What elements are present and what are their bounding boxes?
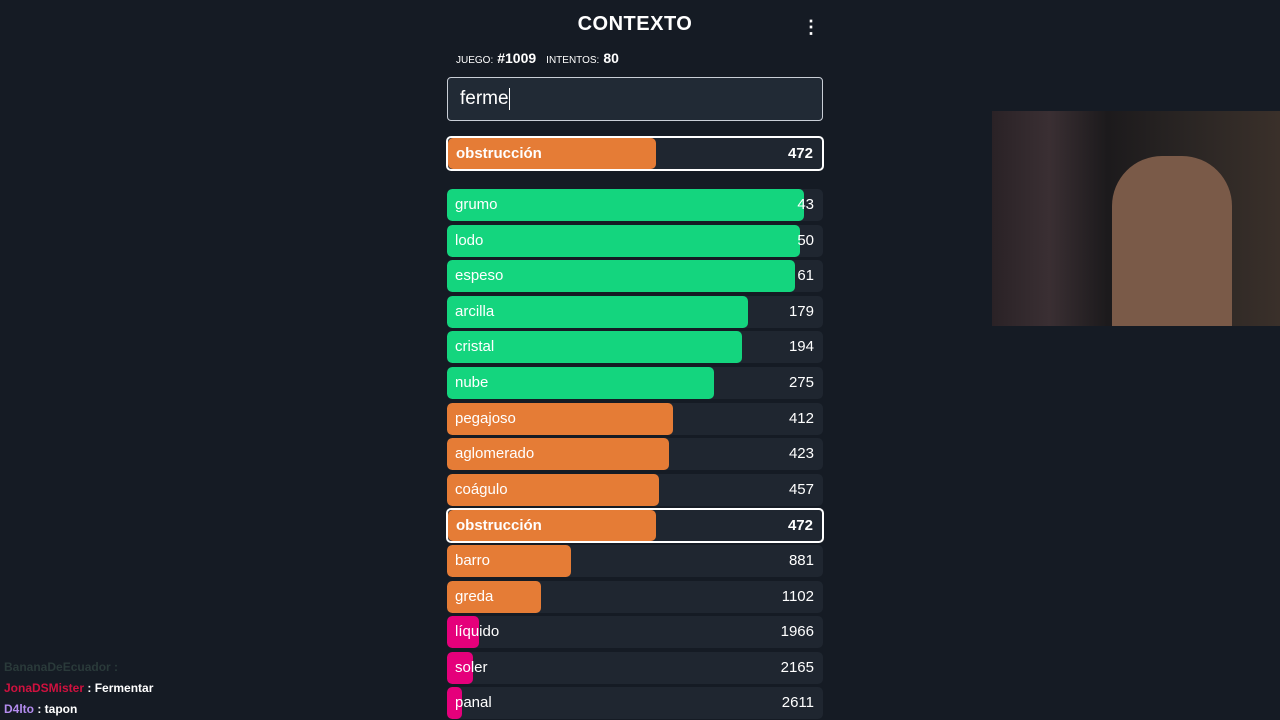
game-label: JUEGO: [456,55,494,66]
guess-row: grumo 43 [447,189,823,221]
distance-bar-fill [448,138,656,169]
guess-word: panal [455,694,492,712]
guess-distance: 50 [797,231,814,249]
guess-word: pegajoso [455,409,516,427]
guess-word: arcilla [455,302,495,320]
guess-row: pegajoso 412 [447,402,823,435]
guess-row: cristal 194 [447,331,823,364]
guess-distance: 881 [788,552,814,569]
guess-row: lodo 50 [447,224,823,257]
distance-bar-fill [447,331,743,364]
guess-row: greda 1102 [447,580,823,613]
guess-word: soler [455,658,488,676]
distance-bar-fill [447,438,669,471]
attempts-label: INTENTOS: [546,55,600,66]
guess-distance: 472 [787,516,813,534]
distance-bar-fill [447,473,660,506]
chat-text: Fermentar [94,681,154,695]
guess-word: aglomerado [455,445,535,463]
distance-bar-fill [448,509,656,541]
guess-row: arcilla 179 [447,295,823,328]
chat-separator: : [84,681,95,695]
guess-row: barro 881 [447,545,823,577]
guess-word: greda [455,587,494,605]
chat-text: tapon [44,702,78,716]
chat-username: BananaDeEcuador [4,660,111,674]
distance-bar-fill [447,616,479,649]
guess-distance: 275 [788,374,814,391]
guess-word: espeso [455,267,504,285]
webcam-overlay [992,111,1280,326]
guess-distance: 412 [788,409,814,427]
distance-bar-fill [447,545,572,577]
distance-bar-fill [447,651,474,684]
guess-input-value: ferme [460,88,509,109]
guess-distance: 1966 [780,623,814,641]
distance-bar-fill [447,260,795,293]
game-number: #1009 [497,50,537,66]
guess-row: espeso 61 [447,260,823,293]
distance-bar-fill [447,295,748,328]
guess-distance: 1102 [781,587,814,605]
game-meta: JUEGO: #1009 INTENTOS: 80 [456,50,625,66]
guess-row: líquido 1966 [447,616,823,649]
distance-bar-fill [447,224,801,257]
distance-bar-fill [447,580,541,613]
guess-distance: 179 [788,302,814,320]
guess-row: soler 2165 [447,651,823,684]
streamer-image [1112,156,1232,326]
page-title: CONTEXTO [577,13,693,35]
guess-distance: 43 [797,196,814,213]
guess-input[interactable]: ferme [447,77,823,121]
guess-distance: 2611 [781,694,814,712]
chat-separator: : [34,702,45,716]
chat-separator: : [110,660,119,674]
guess-distance: 2165 [780,658,814,676]
guess-word: grumo [455,196,498,213]
guess-word: lodo [455,231,484,249]
guess-row: panal 2611 [447,687,823,720]
distance-bar-fill [447,687,463,720]
text-cursor [508,87,510,110]
guess-distance: 472 [787,145,813,162]
chat-username: JonaDSMister [4,681,85,695]
guess-row: obstrucción 472 [446,507,824,543]
last-guess-row: obstrucción 472 [446,136,824,171]
guess-distance: 194 [788,338,814,356]
chat-message: BananaDeEcuador : [4,660,118,674]
guess-word: cristal [455,338,495,356]
distance-bar-fill [447,189,805,221]
guess-row: nube 275 [447,367,823,399]
attempts-count: 80 [603,50,619,66]
guess-distance: 457 [788,480,814,498]
chat-message: D4lto : tapon [4,702,77,716]
guess-row: aglomerado 423 [447,438,823,471]
guess-word: líquido [455,623,500,641]
guess-word: coágulo [455,480,508,498]
chat-username: D4lto [4,702,34,716]
guess-word: obstrucción [456,145,542,162]
guess-word: barro [455,552,491,569]
guess-row: coágulo 457 [447,473,823,506]
distance-bar-fill [447,402,673,435]
guess-word: obstrucción [456,516,542,534]
guess-word: nube [455,374,489,391]
distance-bar-fill [447,367,714,399]
more-vertical-icon[interactable]: ⋮ [802,17,820,37]
guess-distance: 423 [788,445,814,463]
chat-message: JonaDSMister : Fermentar [4,681,153,695]
guess-distance: 61 [797,267,814,285]
